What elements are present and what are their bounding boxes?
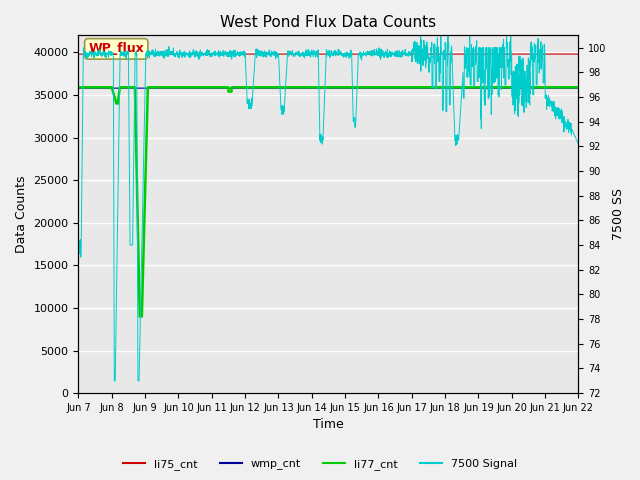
Y-axis label: 7500 SS: 7500 SS [612,188,625,240]
Text: WP_flux: WP_flux [88,42,144,55]
X-axis label: Time: Time [313,419,344,432]
Y-axis label: Data Counts: Data Counts [15,176,28,253]
Legend: li75_cnt, wmp_cnt, li77_cnt, 7500 Signal: li75_cnt, wmp_cnt, li77_cnt, 7500 Signal [118,455,522,474]
Title: West Pond Flux Data Counts: West Pond Flux Data Counts [220,15,436,30]
